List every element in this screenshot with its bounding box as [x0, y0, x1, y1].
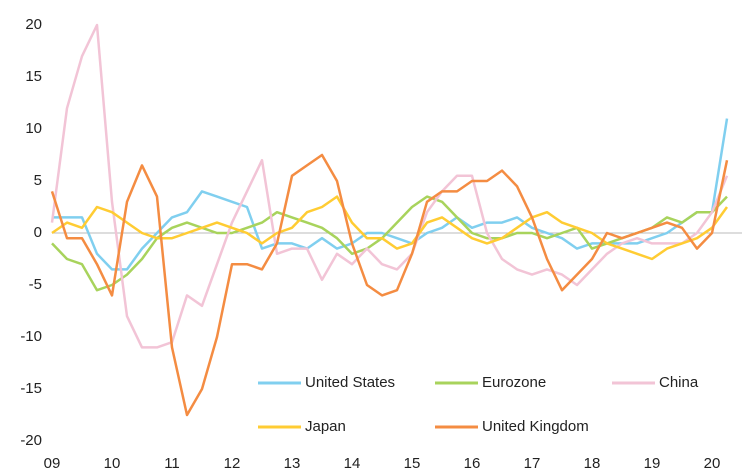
- x-tick-label: 18: [584, 455, 601, 472]
- x-tick-label: 19: [644, 455, 661, 472]
- legend-label: Eurozone: [482, 374, 546, 391]
- x-tick-label: 10: [104, 455, 121, 472]
- y-tick-label: -20: [20, 432, 42, 449]
- legend-label: China: [659, 374, 699, 391]
- y-tick-label: -10: [20, 328, 42, 345]
- x-tick-label: 09: [44, 455, 61, 472]
- x-tick-label: 16: [464, 455, 481, 472]
- y-tick-label: 20: [25, 16, 42, 33]
- x-tick-label: 12: [224, 455, 241, 472]
- y-tick-label: 0: [34, 224, 42, 241]
- legend-label: United States: [305, 374, 395, 391]
- series-line: [51, 195, 728, 292]
- x-tick-label: 13: [284, 455, 301, 472]
- series-line: [52, 118, 729, 271]
- series-line: [50, 23, 729, 349]
- series-line: [51, 195, 729, 261]
- legend-label: United Kingdom: [482, 418, 589, 435]
- y-tick-label: -15: [20, 380, 42, 397]
- series-line: [50, 153, 729, 417]
- x-tick-label: 11: [164, 455, 180, 472]
- y-tick-label: 10: [25, 120, 42, 137]
- legend-label: Japan: [305, 418, 346, 435]
- x-tick-label: 14: [344, 455, 361, 472]
- y-tick-label: 5: [34, 172, 42, 189]
- x-tick-label: 20: [704, 455, 721, 472]
- x-tick-label: 15: [404, 455, 421, 472]
- y-tick-label: -5: [29, 276, 42, 293]
- y-tick-label: 15: [25, 68, 42, 85]
- x-tick-label: 17: [524, 455, 541, 472]
